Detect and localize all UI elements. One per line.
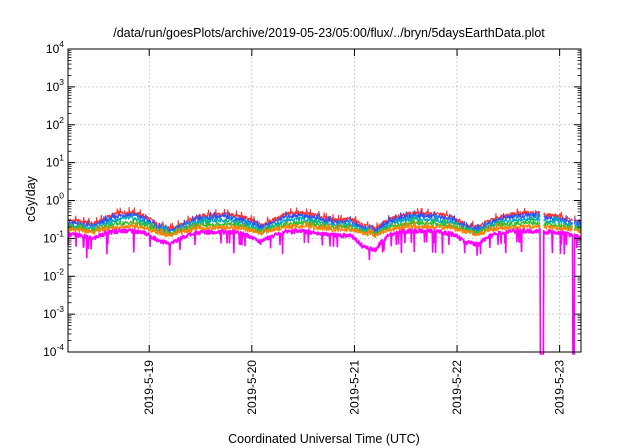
y-tick-label: 10-3 xyxy=(43,304,64,321)
series-line xyxy=(67,228,582,355)
x-tick-label: 2019-5-20 xyxy=(245,360,259,415)
x-tick-label: 2019-5-22 xyxy=(450,360,464,415)
x-axis-label: Coordinated Universal Time (UTC) xyxy=(228,432,420,446)
y-tick-label: 102 xyxy=(46,115,64,132)
x-axis-ticks: 2019-5-19 2019-5-20 2019-5-21 2019-5-22 2019… xyxy=(142,49,567,415)
y-tick-label: 101 xyxy=(46,153,64,170)
x-tick-label: 2019-5-19 xyxy=(142,360,156,415)
y-axis-ticks: 10-4 10-3 10-2 10-1 100 101 102 103 104 xyxy=(43,39,581,359)
x-tick-label: 2019-5-21 xyxy=(347,360,361,415)
y-tick-label: 104 xyxy=(46,39,64,56)
y-tick-label: 10-4 xyxy=(43,342,64,359)
y-tick-label: 100 xyxy=(46,191,64,208)
y-tick-label: 103 xyxy=(46,77,64,94)
grid-lines xyxy=(68,49,581,352)
series-lines xyxy=(67,206,582,355)
x-tick-label: 2019-5-23 xyxy=(553,360,567,415)
series-line xyxy=(67,220,582,239)
y-tick-label: 10-1 xyxy=(43,228,64,245)
chart-title: /data/run/goesPlots/archive/2019-05-23/0… xyxy=(113,26,545,40)
y-axis-label: cGy/day xyxy=(24,175,38,222)
y-tick-label: 10-2 xyxy=(43,266,64,283)
